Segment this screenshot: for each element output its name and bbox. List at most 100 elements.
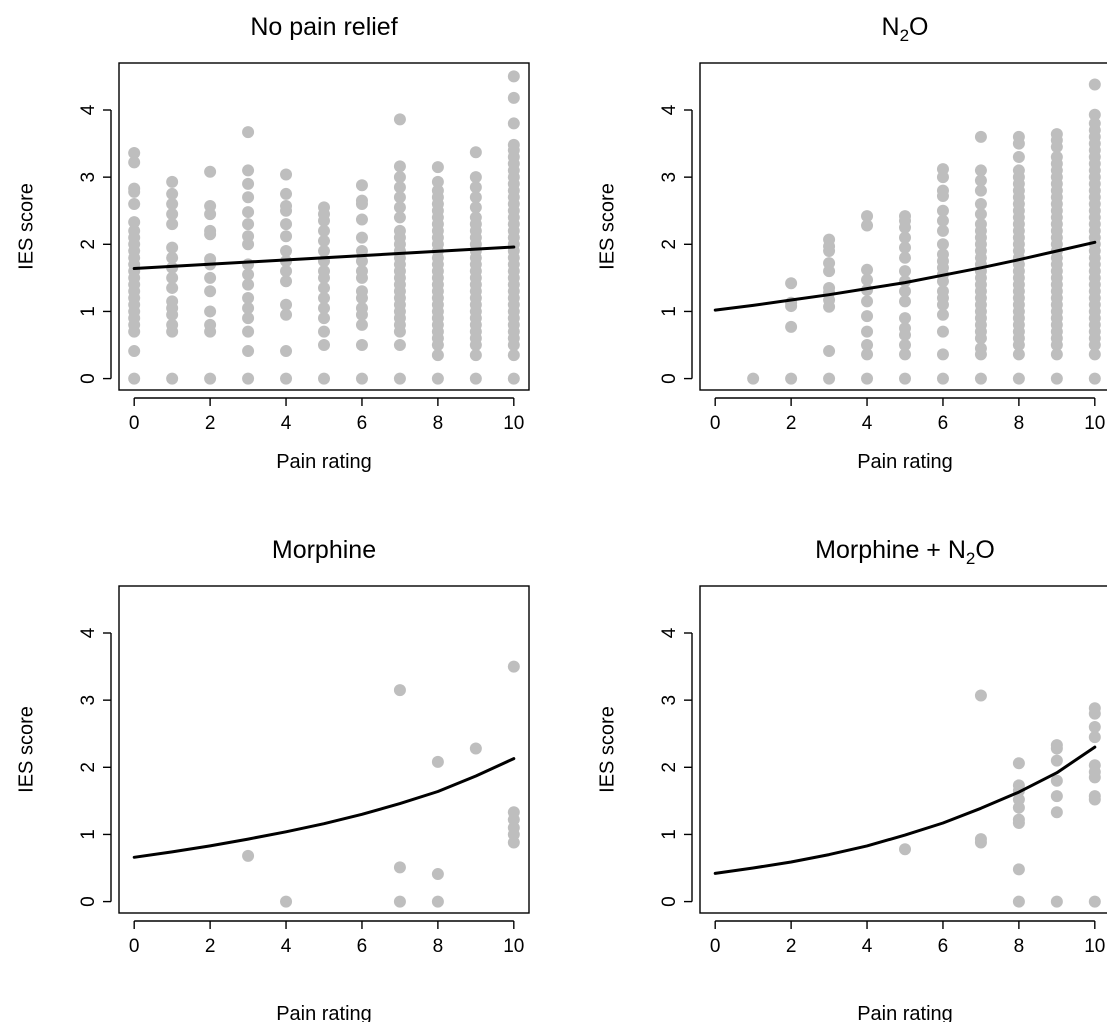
y-tick-label: 4 bbox=[659, 627, 680, 638]
data-point bbox=[507, 349, 520, 362]
data-point bbox=[861, 372, 874, 385]
data-point bbox=[1050, 151, 1063, 164]
data-point bbox=[431, 184, 444, 197]
data-point bbox=[318, 201, 330, 214]
data-point bbox=[861, 219, 874, 232]
data-point bbox=[242, 278, 255, 291]
data-point bbox=[936, 248, 949, 261]
data-point bbox=[1012, 863, 1025, 876]
data-point bbox=[469, 372, 482, 385]
data-point bbox=[936, 325, 949, 338]
data-point bbox=[280, 298, 293, 311]
y-tick-label: 1 bbox=[659, 306, 680, 317]
data-point bbox=[204, 372, 217, 385]
data-point bbox=[318, 312, 330, 325]
data-point bbox=[974, 184, 987, 197]
data-point bbox=[469, 349, 482, 362]
data-point bbox=[1050, 790, 1063, 803]
data-point bbox=[1050, 348, 1063, 361]
data-point bbox=[899, 210, 911, 223]
data-point bbox=[431, 372, 444, 385]
data-point bbox=[242, 312, 255, 325]
data-point bbox=[1050, 739, 1063, 752]
data-point bbox=[355, 231, 368, 244]
data-point bbox=[242, 372, 255, 385]
data-point bbox=[1012, 348, 1025, 361]
data-point bbox=[1088, 372, 1101, 385]
data-point bbox=[507, 117, 520, 130]
x-axis-label: Pain rating bbox=[857, 451, 953, 473]
data-point bbox=[936, 163, 949, 176]
data-point bbox=[507, 70, 520, 83]
data-point bbox=[1050, 128, 1063, 141]
data-point bbox=[899, 372, 911, 385]
panel-1: No pain relief 0 2 4 6 8 10 0 1 2 3 4 Pain rating IES… bbox=[15, 13, 530, 473]
y-tick-label: 1 bbox=[659, 829, 680, 840]
data-point bbox=[242, 258, 255, 271]
data-point bbox=[823, 257, 836, 270]
y-tick-label: 0 bbox=[78, 373, 99, 384]
data-point bbox=[128, 345, 141, 358]
data-point bbox=[861, 348, 874, 361]
data-point bbox=[469, 201, 482, 214]
data-point bbox=[393, 339, 406, 352]
data-point bbox=[242, 325, 255, 338]
data-point bbox=[204, 305, 217, 318]
data-point bbox=[899, 322, 911, 335]
plot-frame bbox=[118, 62, 530, 391]
data-point bbox=[1050, 895, 1063, 908]
x-tick-label: 10 bbox=[503, 936, 524, 957]
x-tick-label: 6 bbox=[357, 413, 368, 434]
panel-title: Morphine bbox=[272, 536, 376, 564]
data-point bbox=[280, 308, 293, 321]
data-point bbox=[204, 271, 217, 284]
x-tick-label: 10 bbox=[503, 413, 524, 434]
data-point bbox=[280, 218, 293, 231]
data-point bbox=[823, 345, 836, 358]
data-point bbox=[166, 271, 179, 284]
fit-line bbox=[713, 240, 1097, 312]
data-point bbox=[1012, 779, 1025, 792]
x-axis-label: Pain rating bbox=[857, 1003, 953, 1022]
data-point bbox=[785, 277, 798, 290]
data-point bbox=[393, 113, 406, 126]
data-point bbox=[507, 806, 520, 819]
panel-title-main: No pain relief bbox=[250, 13, 397, 41]
data-point bbox=[507, 660, 520, 673]
data-point bbox=[318, 224, 330, 237]
data-point bbox=[318, 372, 330, 385]
data-point bbox=[1012, 151, 1025, 164]
data-point bbox=[507, 372, 520, 385]
data-point bbox=[1012, 813, 1025, 826]
data-point bbox=[861, 263, 874, 276]
data-point bbox=[899, 312, 911, 325]
x-tick-label: 2 bbox=[205, 936, 216, 957]
y-tick-label: 3 bbox=[78, 172, 99, 183]
panel-title-suffix: O bbox=[909, 13, 928, 41]
data-point bbox=[166, 218, 179, 231]
data-point bbox=[1050, 806, 1063, 819]
data-point bbox=[936, 308, 949, 321]
data-point bbox=[242, 302, 255, 315]
data-point bbox=[166, 198, 179, 211]
data-point bbox=[1012, 372, 1025, 385]
data-point bbox=[431, 755, 444, 768]
data-point bbox=[899, 339, 911, 352]
x-tick-label: 10 bbox=[1084, 413, 1105, 434]
data-point bbox=[318, 281, 330, 294]
data-point bbox=[469, 211, 482, 224]
data-point bbox=[166, 295, 179, 308]
data-point bbox=[1050, 754, 1063, 767]
data-point bbox=[974, 372, 987, 385]
data-point bbox=[280, 200, 293, 213]
data-point bbox=[936, 224, 949, 237]
data-point bbox=[785, 372, 798, 385]
data-point bbox=[242, 164, 255, 177]
data-point bbox=[318, 245, 330, 258]
y-axis-label: IES score bbox=[15, 706, 37, 793]
data-point bbox=[899, 295, 911, 308]
x-axis-label: Pain rating bbox=[276, 451, 372, 473]
data-point bbox=[974, 208, 987, 221]
